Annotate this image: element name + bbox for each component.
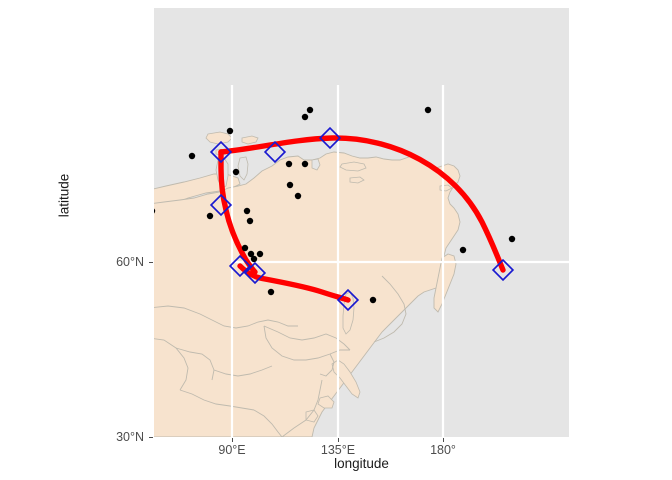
observation-point	[232, 168, 240, 176]
y-axis-tick-label-60n: 60°N	[116, 255, 144, 269]
coast-china-east	[281, 379, 323, 437]
observation-points-layer	[154, 106, 516, 304]
waypoint-marker	[491, 258, 515, 282]
x-axis-tick-label-90e: 90°E	[218, 443, 246, 457]
map-svg	[154, 8, 569, 437]
border-central-asia-a	[154, 338, 189, 391]
island-group-north-a	[205, 131, 233, 145]
japan-kyushu	[305, 409, 319, 423]
observation-point	[154, 208, 156, 214]
observation-point	[267, 288, 275, 296]
y-axis-tick-label-30n: 30°N	[116, 430, 144, 444]
border-china-india	[179, 389, 255, 411]
observation-point	[246, 217, 254, 225]
observation-point	[250, 255, 258, 263]
x-axis-title: longitude	[334, 456, 389, 471]
coast-sea-okhotsk	[373, 275, 407, 343]
khatanga-bay-inlet	[311, 158, 321, 171]
eurasia-landmass	[154, 173, 241, 208]
border-china-inner	[213, 365, 273, 377]
observation-point	[256, 250, 264, 258]
observation-point	[459, 246, 467, 254]
island-novosibirsk-b	[349, 176, 365, 184]
gridlines-layer	[230, 85, 569, 437]
observation-point	[301, 113, 309, 121]
waypoint-marker	[209, 193, 233, 217]
y-axis-title: latitude	[56, 173, 72, 218]
x-axis-tick-label-135e: 135°E	[320, 443, 356, 457]
observation-point	[508, 235, 516, 243]
y-tickmark-60	[149, 262, 153, 263]
waypoints-layer	[209, 126, 515, 312]
observation-point	[294, 192, 302, 200]
observation-point	[301, 160, 309, 168]
observation-point	[286, 181, 294, 189]
map-panel	[154, 8, 569, 437]
yenisei-gulf-inlet	[237, 156, 249, 181]
japan-south-island	[317, 395, 335, 409]
observation-point	[241, 244, 249, 252]
border-korea	[319, 353, 335, 377]
x-tickmark-135	[338, 438, 339, 442]
border-china-south	[253, 409, 283, 437]
observation-point	[243, 207, 251, 215]
observation-point	[306, 106, 314, 114]
border-russia-mongolia	[263, 325, 351, 351]
border-central-asia-b	[175, 347, 215, 381]
x-tickmark-90	[232, 438, 233, 442]
border-mongolia-china	[263, 325, 350, 361]
waypoint-marker	[336, 288, 360, 312]
observation-point	[369, 296, 377, 304]
observation-point	[226, 127, 234, 135]
x-axis-tick-label-180: 180°	[430, 443, 456, 457]
observation-point	[285, 160, 293, 168]
observation-point	[206, 212, 214, 220]
waypoint-marker	[243, 261, 267, 285]
border-russia-kazakhstan	[154, 305, 298, 329]
waypoint-marker	[209, 140, 233, 164]
y-tickmark-30	[149, 437, 153, 438]
country-borders-layer	[154, 275, 407, 437]
waypoint-marker	[228, 254, 252, 278]
route-south-leg	[237, 263, 351, 303]
route-north-arc	[218, 135, 506, 273]
island-novosibirsk-a	[339, 161, 367, 172]
observation-point	[188, 152, 196, 160]
waypoint-marker	[318, 126, 342, 150]
x-tickmark-180	[443, 438, 444, 442]
observation-point	[247, 250, 255, 258]
observation-point	[424, 106, 432, 114]
sakhalin-island	[342, 291, 355, 335]
island-group-north-b	[241, 135, 259, 145]
waypoint-marker	[263, 140, 287, 164]
